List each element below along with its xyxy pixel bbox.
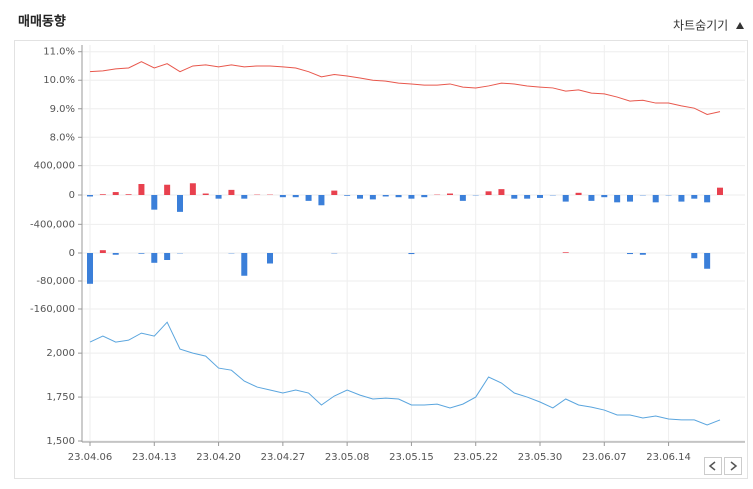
bar	[125, 194, 132, 195]
bar	[112, 192, 119, 195]
bar	[228, 189, 235, 195]
bar	[614, 195, 621, 203]
bar	[537, 195, 543, 198]
y-tick-label: 1,750	[46, 392, 75, 403]
bar	[704, 253, 711, 269]
y-tick-label: 11.0%	[43, 47, 75, 58]
bar	[87, 253, 93, 284]
x-tick-label: 23.05.22	[453, 452, 498, 463]
bar	[164, 253, 171, 260]
bar	[138, 253, 145, 254]
bar	[138, 184, 145, 195]
bar	[691, 253, 698, 259]
bar	[562, 195, 569, 202]
y-tick-label: 0	[69, 190, 75, 201]
bar	[601, 195, 608, 198]
x-tick-label: 23.04.27	[261, 452, 306, 463]
prev-icon[interactable]	[708, 461, 716, 471]
y-tick-label: -160,000	[30, 304, 75, 315]
bar	[369, 195, 376, 200]
x-tick-label: 23.04.06	[68, 452, 113, 463]
bar	[421, 195, 428, 198]
y-tick-label: 0	[69, 248, 75, 259]
x-tick-label: 23.05.08	[325, 452, 370, 463]
bar	[267, 253, 273, 264]
bar	[164, 184, 171, 195]
bar	[382, 195, 389, 197]
bar	[202, 193, 209, 195]
y-tick-label: -80,000	[36, 276, 75, 287]
bar	[305, 195, 312, 201]
y-tick-label: 9.0%	[50, 104, 75, 115]
toggle-icon[interactable]	[736, 22, 744, 29]
next-icon[interactable]	[730, 461, 738, 471]
bar	[562, 252, 569, 253]
bar	[241, 253, 248, 276]
bar	[408, 253, 415, 255]
bar	[498, 189, 505, 195]
bar	[177, 195, 183, 212]
bar	[215, 195, 222, 199]
bar	[87, 195, 93, 197]
y-tick-label: 8.0%	[50, 132, 75, 143]
bar	[331, 190, 338, 195]
line-series	[89, 61, 721, 115]
bar	[357, 195, 363, 199]
bar	[524, 195, 531, 199]
bar	[627, 195, 633, 202]
chart-frame	[14, 40, 748, 479]
next-button[interactable]	[724, 457, 742, 475]
bar	[652, 195, 659, 203]
bar	[511, 195, 518, 199]
x-tick-label: 23.05.15	[389, 452, 434, 463]
x-tick-label: 23.04.20	[196, 452, 241, 463]
bar	[112, 253, 119, 255]
bar	[395, 195, 402, 198]
section-title: 매매동향	[18, 14, 66, 30]
bar	[292, 195, 299, 198]
y-tick-label: -400,000	[30, 219, 75, 230]
bar	[151, 195, 158, 210]
x-tick-label: 23.05.30	[518, 452, 563, 463]
y-tick-label: 1,500	[46, 436, 75, 447]
bar	[639, 253, 646, 255]
y-tick-label: 10.0%	[43, 75, 75, 86]
bar	[691, 195, 698, 199]
toggle-chart[interactable]: 차트숨기기	[673, 19, 728, 33]
bar	[627, 253, 633, 255]
bar	[704, 195, 711, 203]
bar	[447, 193, 453, 195]
bar	[241, 195, 248, 199]
bar	[717, 187, 723, 195]
bar	[408, 195, 415, 199]
x-tick-label: 23.06.07	[582, 452, 627, 463]
y-tick-label: 2,000	[46, 348, 75, 359]
bar	[151, 253, 158, 263]
bar	[318, 195, 325, 206]
bar	[189, 183, 196, 195]
bar	[485, 191, 492, 195]
y-tick-label: 400,000	[34, 161, 75, 172]
x-tick-label: 23.04.13	[132, 452, 177, 463]
bar	[575, 192, 582, 195]
bar	[279, 195, 286, 198]
bar	[344, 195, 351, 196]
bar	[99, 250, 106, 253]
bar	[588, 195, 595, 201]
x-tick-label: 23.06.14	[646, 452, 691, 463]
bar	[99, 194, 106, 195]
prev-button[interactable]	[704, 457, 722, 475]
bar	[678, 195, 685, 202]
bar	[459, 195, 466, 201]
line-series	[89, 321, 721, 426]
